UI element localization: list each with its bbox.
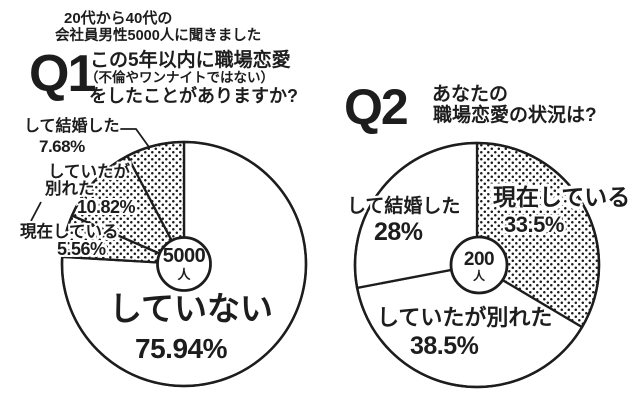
q2-label-current-name: 現在している (493, 184, 631, 210)
q2-question-line1: あなたの (432, 84, 509, 105)
q1-question-line3: をしたことがありますか? (89, 86, 298, 106)
q1-pie-rim (60, 140, 308, 388)
q1-label-current-name: 現在している (20, 223, 119, 241)
q1-question-line2: （不倫やワンナイトではない） (85, 70, 274, 85)
leader-line-married (112, 128, 150, 148)
q2-label-current-pct: 33.5% (504, 212, 564, 237)
q1-center-value: 5000 (162, 245, 206, 267)
q2-question-line2: 職場恋愛の状況は? (433, 105, 597, 126)
q1-label-brokeup-pct: 10.82% (77, 197, 136, 217)
q2-label-married-pct: 28% (374, 218, 423, 246)
q2-center-circle (449, 235, 509, 295)
q2-pie-rim (353, 141, 601, 389)
q1-intro-line1: 20代から40代の (64, 10, 173, 27)
q1-label-married-name: して結婚した (24, 118, 120, 135)
q2-label-brokeup-pct: 38.5% (410, 332, 479, 360)
leader-line-current (30, 201, 42, 222)
q2-badge: Q2 (344, 79, 409, 135)
q1-label-brokeup-name-line2: 別れた (45, 180, 95, 198)
q1-intro-line2: 会社員男性5000人に聞きました (55, 28, 262, 44)
q2-label-brokeup-name: していたが別れた (377, 305, 553, 330)
q2-center-value: 200 (463, 249, 495, 270)
q1-label-none-name: していない (108, 290, 274, 327)
q1-label-married-pct: 7.68% (39, 137, 85, 156)
q1-center-circle (156, 236, 212, 292)
q1-center-unit: 人 (177, 267, 191, 282)
q1-label-current-pct: 5.56% (57, 239, 106, 259)
q1-question-line1: この5年以内に職場恋愛 (90, 50, 291, 71)
q1-label-none-pct: 75.94% (135, 333, 227, 364)
q1-badge: Q1 (29, 45, 96, 103)
q2-center-unit: 人 (472, 269, 486, 283)
q1-label-brokeup-name-line1: していたが (48, 163, 131, 181)
q2-label-married-name: して結婚した (347, 196, 461, 217)
